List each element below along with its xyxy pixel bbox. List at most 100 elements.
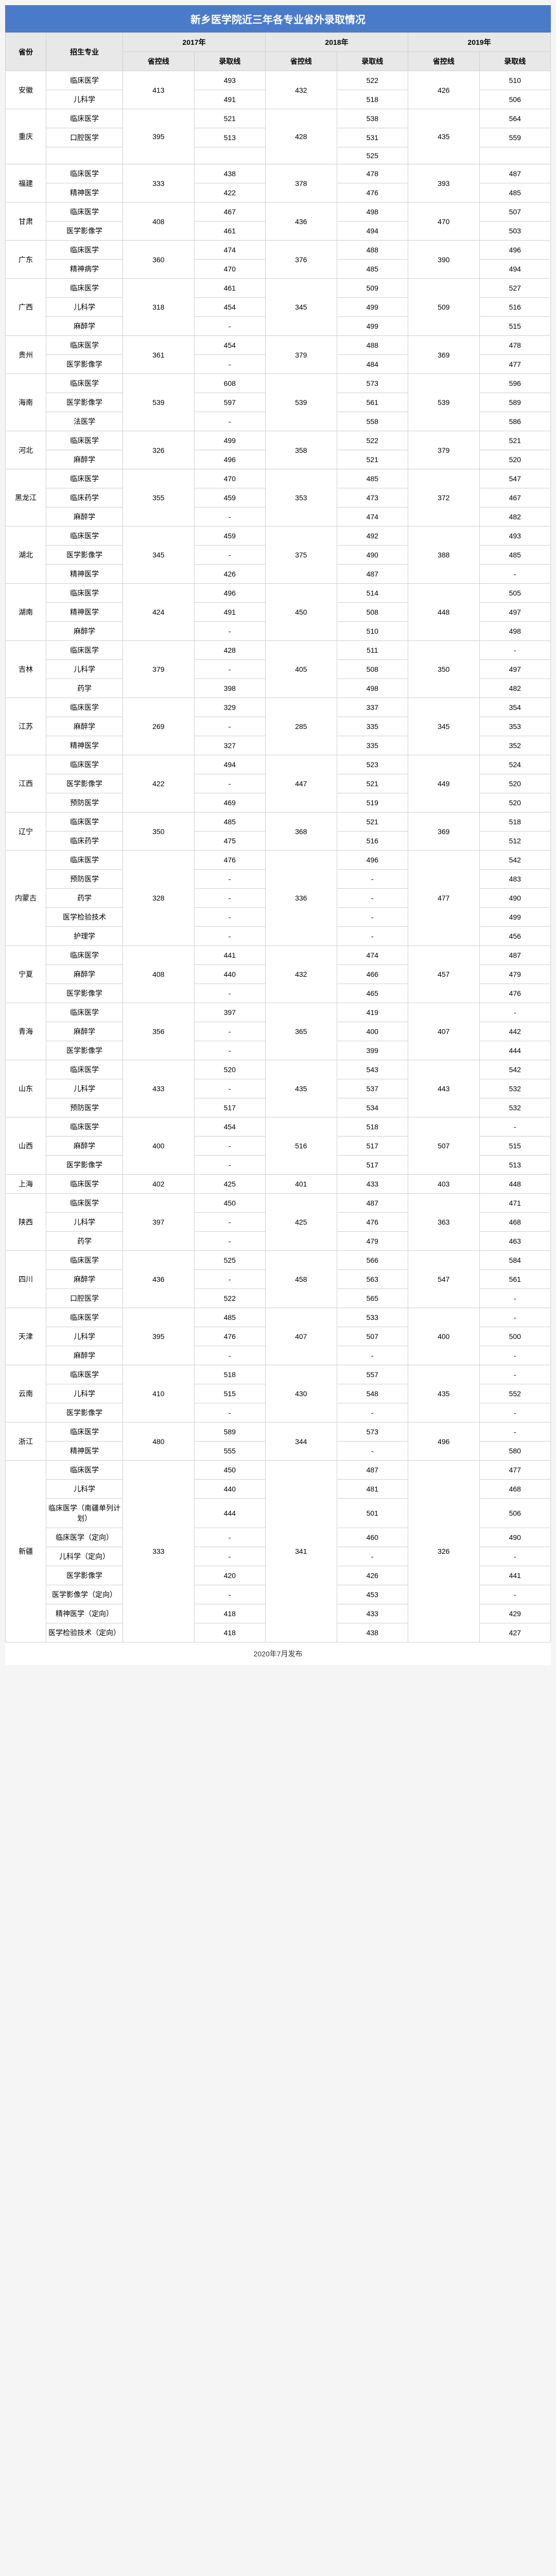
score-cell: - [337,870,408,889]
ctrl-cell: 424 [123,584,195,641]
score-cell: 438 [194,164,266,183]
table-row: 四川临床医学436525458566547584 [6,1251,551,1270]
score-cell: 531 [337,128,408,147]
page-title: 新乡医学院近三年各专业省外录取情况 [5,5,551,32]
ctrl-cell: 407 [266,1308,337,1365]
ctrl-cell: 435 [408,1365,480,1422]
score-cell: 450 [194,1194,266,1213]
score-cell: 488 [337,336,408,355]
ctrl-cell: 345 [266,279,337,336]
score-cell: 459 [194,527,266,546]
score-cell: 516 [479,298,551,317]
score-cell: 521 [337,774,408,793]
score-cell: - [337,889,408,908]
score-cell: 466 [337,965,408,984]
th-sub-3: 录取线 [337,52,408,71]
ctrl-cell: 435 [266,1060,337,1117]
ctrl-cell: 496 [408,1422,480,1461]
score-cell: 517 [337,1156,408,1175]
score-cell: 485 [337,260,408,279]
score-cell: 426 [194,565,266,584]
score-cell: 608 [194,374,266,393]
score-cell: 493 [479,527,551,546]
major-cell: 医学影像学 [46,393,123,412]
score-cell: 532 [479,1079,551,1098]
score-cell: 518 [337,1117,408,1137]
province-cell: 湖北 [6,527,46,584]
table-row: 安徽临床医学413493432522426510 [6,71,551,90]
score-cell: 533 [337,1308,408,1327]
th-sub-2: 省控线 [266,52,337,71]
score-cell: - [194,1585,266,1604]
major-cell [46,147,123,164]
ctrl-cell: 326 [408,1461,480,1642]
major-cell: 麻醉学 [46,717,123,736]
score-cell: 518 [479,812,551,832]
footer-text: 2020年7月发布 [5,1642,551,1665]
ctrl-cell: 432 [266,946,337,1003]
score-cell: 487 [337,565,408,584]
major-cell: 临床医学（南疆单列计划） [46,1499,123,1528]
score-cell: 422 [194,183,266,202]
score-cell: 491 [194,90,266,109]
ctrl-cell: 408 [123,202,195,241]
score-cell: 474 [194,241,266,260]
score-cell: 327 [194,736,266,755]
table-row: 上海临床医学402425401433403448 [6,1175,551,1194]
score-cell: 521 [479,431,551,450]
major-cell: 临床医学 [46,1308,123,1327]
major-cell: 儿科学 [46,1480,123,1499]
score-cell: 470 [194,260,266,279]
score-cell: 513 [479,1156,551,1175]
score-cell: 487 [479,946,551,965]
score-cell: 459 [194,488,266,507]
score-cell: 441 [479,1566,551,1585]
score-cell: 490 [337,546,408,565]
ctrl-cell: 547 [408,1251,480,1308]
ctrl-cell: 435 [408,109,480,164]
score-cell: 509 [337,279,408,298]
score-cell: 476 [194,851,266,870]
ctrl-cell: 333 [123,164,195,202]
score-cell: 499 [479,908,551,927]
major-cell: 麻醉学 [46,1022,123,1041]
province-cell: 内蒙古 [6,851,46,946]
score-cell: 418 [194,1604,266,1623]
major-cell: 医学影像学 [46,1041,123,1060]
score-cell: 476 [337,1213,408,1232]
score-cell: 444 [479,1041,551,1060]
score-cell: 522 [337,431,408,450]
score-cell: 478 [479,336,551,355]
score-cell: 573 [337,374,408,393]
score-cell: - [194,1232,266,1251]
score-cell: 352 [479,736,551,755]
major-cell: 临床医学 [46,469,123,488]
score-cell: 521 [337,450,408,469]
table-row: 山东临床医学433520435543443542 [6,1060,551,1079]
score-cell: - [194,355,266,374]
province-cell: 湖南 [6,584,46,641]
ctrl-cell: 350 [408,641,480,698]
ctrl-cell: 363 [408,1194,480,1251]
score-cell: 516 [337,832,408,851]
score-cell: 519 [337,793,408,812]
province-cell: 安徽 [6,71,46,109]
score-cell: 548 [337,1384,408,1403]
score-cell: 515 [194,1384,266,1403]
table-row: 吉林临床医学379428405511350- [6,641,551,660]
province-cell: 江西 [6,755,46,812]
province-cell: 天津 [6,1308,46,1365]
province-cell: 上海 [6,1175,46,1194]
table-row: 云南临床医学410518430557435- [6,1365,551,1384]
major-cell: 临床医学 [46,698,123,717]
score-cell: - [194,774,266,793]
major-cell: 儿科学 [46,90,123,109]
ctrl-cell: 345 [123,527,195,584]
ctrl-cell: 365 [266,1003,337,1060]
score-cell: - [337,908,408,927]
score-cell: 448 [479,1175,551,1194]
province-cell: 陕西 [6,1194,46,1251]
major-cell: 临床医学 [46,1365,123,1384]
score-cell: - [194,1041,266,1060]
score-cell: - [479,1346,551,1365]
